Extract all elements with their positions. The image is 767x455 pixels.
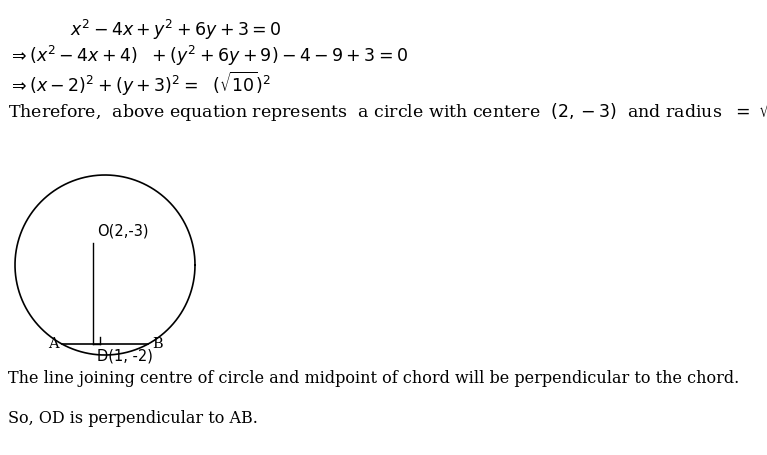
Text: Therefore,  above equation represents  a circle with centere  $(2, -3)$  and rad: Therefore, above equation represents a c…: [8, 96, 767, 124]
Text: A: A: [48, 337, 59, 351]
Text: $\Rightarrow (x - 2)^2 + (y + 3)^2 = \ \ (\sqrt{10})^2$: $\Rightarrow (x - 2)^2 + (y + 3)^2 = \ \…: [8, 70, 272, 98]
Text: D(1, -2): D(1, -2): [97, 348, 153, 363]
Text: So, OD is perpendicular to AB.: So, OD is perpendicular to AB.: [8, 410, 258, 427]
Text: O(2,-3): O(2,-3): [97, 224, 149, 239]
Text: The line joining centre of circle and midpoint of chord will be perpendicular to: The line joining centre of circle and mi…: [8, 370, 739, 387]
Text: $x^2 - 4x + y^2 + 6y + 3 = 0$: $x^2 - 4x + y^2 + 6y + 3 = 0$: [70, 18, 281, 42]
Text: B: B: [152, 337, 163, 351]
Text: $\Rightarrow (x^2 - 4x + 4)\ \ + (y^2 + 6y + 9) - 4 - 9 + 3 = 0$: $\Rightarrow (x^2 - 4x + 4)\ \ + (y^2 + …: [8, 44, 408, 68]
